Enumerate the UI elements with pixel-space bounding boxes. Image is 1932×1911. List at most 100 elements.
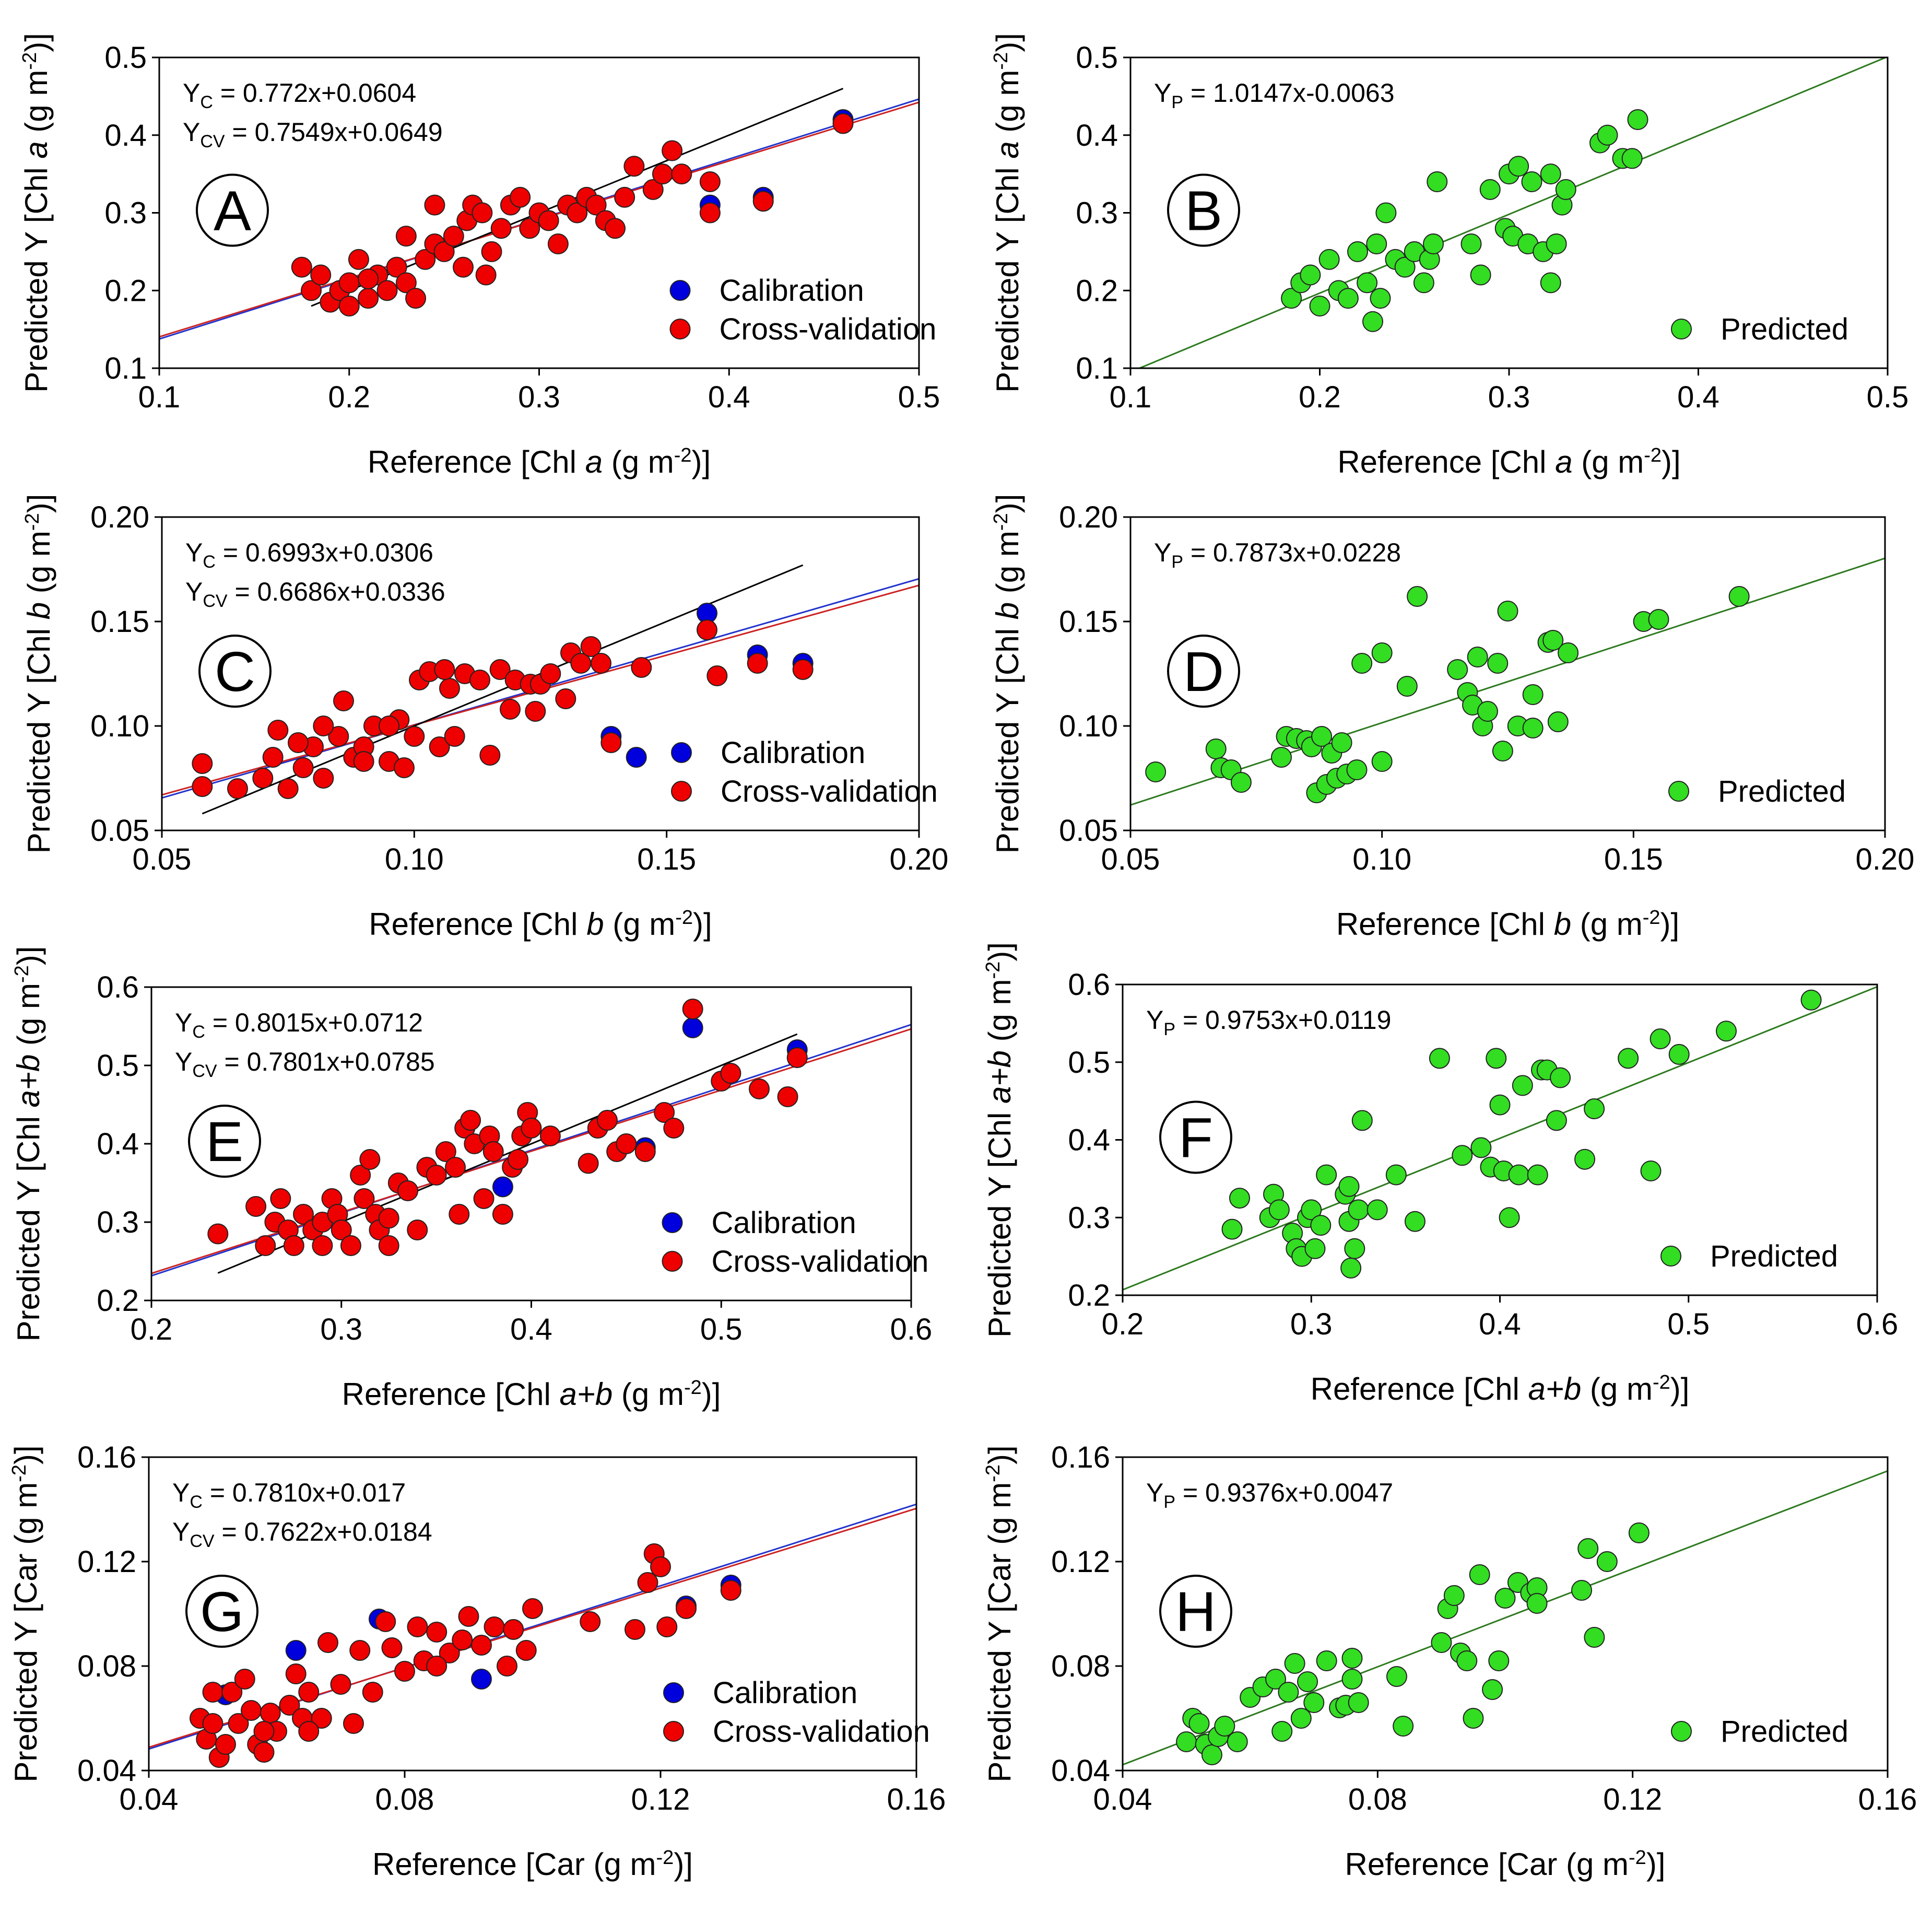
panel-e-point-1-34 xyxy=(492,1204,513,1225)
panel-g-point-1-11 xyxy=(253,1742,275,1763)
panel-f-point-0-44 xyxy=(1716,1021,1737,1042)
panel-c-point-1-45 xyxy=(313,716,334,736)
panel-f-point-0-45 xyxy=(1800,989,1822,1011)
panel-h-point-0-7 xyxy=(1227,1731,1248,1752)
panel-b-point-0-0 xyxy=(1281,288,1302,309)
panel-e-legend-marker-1 xyxy=(662,1251,683,1272)
panel-h-point-0-21 xyxy=(1341,1648,1363,1669)
panel-c-point-1-0 xyxy=(192,776,213,797)
panel-c-point-1-48 xyxy=(353,751,374,772)
panel-c-point-0-1 xyxy=(626,747,647,768)
panel-c-legend-label-1: Cross-validation xyxy=(721,775,938,808)
panel-b-xtick-label-3: 0.4 xyxy=(1677,380,1719,414)
panel-a-point-1-8 xyxy=(358,288,379,309)
panel-g-point-0-2 xyxy=(471,1669,492,1690)
panel-g-point-1-26 xyxy=(394,1661,415,1682)
panel-e-point-1-13 xyxy=(340,1235,361,1256)
panel-g-point-1-19 xyxy=(317,1632,338,1653)
panel-g-letter-circle xyxy=(185,1575,258,1648)
panel-e-point-1-0 xyxy=(207,1223,229,1245)
panel-b-point-0-14 xyxy=(1394,256,1416,278)
panel-b-letter-circle xyxy=(1167,173,1240,247)
panel-g-legend-label-0: Calibration xyxy=(713,1676,857,1710)
panel-h-point-0-17 xyxy=(1316,1650,1337,1671)
panel-f-xtick-label-0: 0.2 xyxy=(1102,1307,1144,1341)
panel-c-letter: C xyxy=(215,640,255,703)
panel-g-point-1-27 xyxy=(407,1616,428,1637)
panel-h-point-0-25 xyxy=(1431,1632,1452,1653)
panel-e-legend-label-0: Calibration xyxy=(712,1206,856,1240)
panel-e-equation-0: YC = 0.8015x+0.0712 xyxy=(175,1008,423,1042)
panel-a-point-1-37 xyxy=(614,186,635,208)
panel-e-point-1-1 xyxy=(245,1196,267,1217)
panel-c-xtick-label-3: 0.20 xyxy=(890,842,949,876)
panel-d-point-0-26 xyxy=(1467,647,1488,667)
panel-f-point-0-9 xyxy=(1301,1199,1322,1221)
panel-b-point-0-22 xyxy=(1479,179,1501,200)
panel-a-point-1-16 xyxy=(433,241,455,262)
panel-e-point-1-24 xyxy=(426,1165,447,1186)
panel-e-xtick-label-0: 0.2 xyxy=(131,1312,173,1346)
panel-c-point-1-34 xyxy=(555,688,576,709)
panel-a-legend-label-0: Calibration xyxy=(720,274,864,308)
panel-d-letter: D xyxy=(1183,640,1224,703)
panel-b-point-0-12 xyxy=(1375,202,1397,224)
panel-c-point-1-37 xyxy=(580,636,602,657)
panel-h-point-0-23 xyxy=(1386,1666,1407,1687)
panel-a-point-1-12 xyxy=(395,272,417,294)
panel-a-point-1-46 xyxy=(832,113,854,134)
panel-g-xtick-label-0: 0.04 xyxy=(120,1783,179,1816)
panel-d-ylabel: Predicted Y [Chl b (g m-2)] xyxy=(990,494,1025,854)
panel-a-point-1-27 xyxy=(519,218,540,239)
panel-c-xtick-label-0: 0.05 xyxy=(133,842,192,876)
panel-e-point-1-26 xyxy=(445,1157,466,1178)
panel-e-letter: E xyxy=(206,1110,243,1173)
panel-d-point-0-30 xyxy=(1492,741,1513,761)
panel-g-point-1-18 xyxy=(311,1708,332,1729)
panel-g-point-1-39 xyxy=(580,1611,601,1632)
panel-b-letter: B xyxy=(1185,179,1222,242)
panel-f-ytick-label-2: 0.4 xyxy=(1068,1123,1110,1157)
panel-h-xlabel: Reference [Car (g m-2)] xyxy=(1345,1847,1666,1882)
panel-f-letter-circle xyxy=(1159,1100,1232,1174)
panel-d-point-0-21 xyxy=(1396,676,1418,697)
panel-g-point-1-8 xyxy=(234,1669,255,1690)
panel-d-point-0-17 xyxy=(1346,759,1368,780)
panel-a-ytick-label-4: 0.5 xyxy=(104,41,147,75)
panel-b-point-0-9 xyxy=(1362,311,1383,332)
panel-d-point-0-31 xyxy=(1497,601,1518,622)
panel-b-point-0-39 xyxy=(1627,109,1648,130)
panel-h-point-0-31 xyxy=(1469,1564,1490,1585)
panel-a-ytick-label-3: 0.4 xyxy=(104,119,147,153)
panel-a-letter: A xyxy=(214,179,251,242)
panel-h-equation-0: YP = 0.9376x+0.0047 xyxy=(1146,1478,1393,1512)
panel-e-xlabel: Reference [Chl a+b (g m-2)] xyxy=(342,1377,721,1412)
panel-b-ytick-label-4: 0.5 xyxy=(1076,41,1118,75)
panel-h-xtick-label-3: 0.16 xyxy=(1858,1783,1917,1816)
panel-b-point-0-36 xyxy=(1597,124,1618,146)
panel-a-equation-1: YCV = 0.7549x+0.0649 xyxy=(183,118,443,151)
panel-g-point-1-23 xyxy=(362,1682,383,1703)
panel-e-ytick-label-1: 0.3 xyxy=(97,1205,139,1239)
panel-f-point-0-18 xyxy=(1348,1199,1369,1221)
panel-f-ytick-label-1: 0.3 xyxy=(1068,1201,1110,1235)
panel-f-xtick-label-3: 0.5 xyxy=(1667,1307,1710,1341)
panel-b-point-0-11 xyxy=(1370,288,1391,309)
panel-f-ytick-label-3: 0.5 xyxy=(1068,1046,1110,1080)
panel-d-point-0-29 xyxy=(1487,653,1509,674)
panel-a-equation-0: YC = 0.772x+0.0604 xyxy=(183,78,416,112)
panel-h-letter-circle xyxy=(1159,1575,1232,1648)
panel-f-point-0-42 xyxy=(1650,1028,1671,1050)
panel-c-point-1-47 xyxy=(434,659,455,680)
panel-d-point-0-1 xyxy=(1205,738,1227,759)
panel-d-equation-0: YP = 0.7873x+0.0228 xyxy=(1154,538,1401,572)
panel-f-letter: F xyxy=(1179,1106,1213,1169)
panel-c-point-1-42 xyxy=(706,665,728,686)
panel-a-ylabel: Predicted Y [Chl a (g m-2)] xyxy=(19,33,54,393)
panel-h-point-0-29 xyxy=(1456,1650,1478,1671)
panel-c-point-1-7 xyxy=(292,757,314,778)
panel-b-point-0-19 xyxy=(1427,171,1448,192)
panel-c-point-1-25 xyxy=(469,670,490,690)
panel-g-point-1-29 xyxy=(426,1622,447,1643)
panel-e-point-1-51 xyxy=(720,1063,741,1084)
